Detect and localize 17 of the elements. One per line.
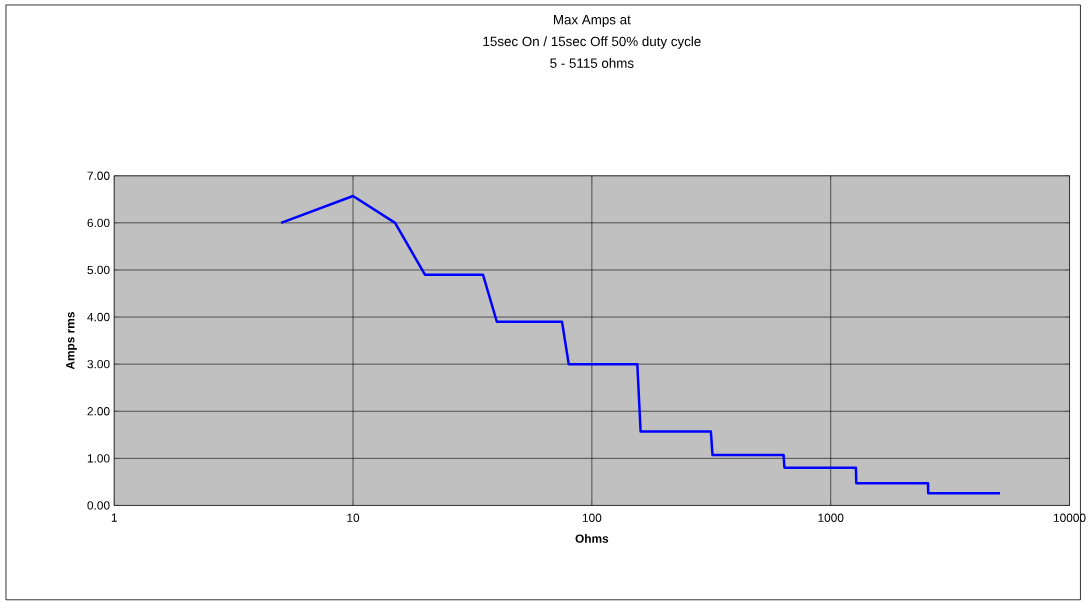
x-tick-label: 10	[347, 513, 360, 523]
y-tick-label: 1.00	[87, 454, 110, 463]
y-tick-label: 2.00	[87, 407, 110, 416]
chart-title: Max Amps at	[554, 15, 631, 28]
x-tick-label: 100	[582, 513, 602, 523]
chart-subtitle: 15sec On / 15sec Off 50% duty cycle	[483, 36, 701, 49]
y-tick-label: 7.00	[87, 171, 110, 181]
y-tick-label: 6.00	[87, 218, 110, 228]
y-tick-label: 4.00	[87, 312, 110, 322]
y-tick-label: 0.00	[87, 501, 110, 510]
y-tick-label: 3.00	[87, 360, 110, 369]
x-axis-title: Ohms	[575, 534, 609, 543]
y-axis-title: Amps rms	[66, 312, 77, 370]
text: 5 - 5115 ohms	[550, 58, 634, 69]
x-tick-label: 1	[111, 513, 117, 522]
x-tick-label: 1000	[818, 513, 844, 523]
y-tick-label: 5.00	[87, 265, 110, 275]
